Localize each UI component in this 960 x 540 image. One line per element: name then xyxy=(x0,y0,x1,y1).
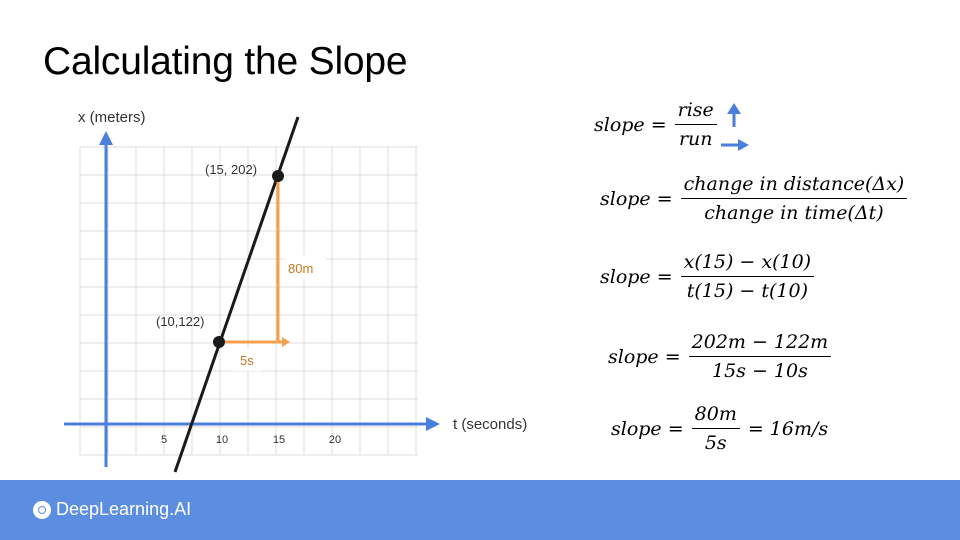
equation-distance-over-time: slope = change in distance(Δx) change in… xyxy=(600,173,908,224)
run-label-box xyxy=(232,349,262,371)
point-label: (15, 202) xyxy=(205,162,257,177)
equation-rise-over-run: slope = rise run xyxy=(594,99,717,150)
x-tick-label: 15 xyxy=(273,434,285,446)
distance-time-graph: x (meters) t (seconds) 5 10 15 20 (10,12… xyxy=(64,109,527,473)
brand: DeepLearning.AI xyxy=(33,499,191,520)
equation-numerator: rise xyxy=(674,99,717,125)
equation-lhs: slope = xyxy=(600,265,673,288)
x-tick-label: 5 xyxy=(161,434,167,446)
grid xyxy=(79,146,418,456)
slide-title: Calculating the Slope xyxy=(43,40,408,83)
x-tick-label: 20 xyxy=(329,434,341,446)
equation-lhs: slope = xyxy=(594,113,667,136)
equation-result: slope = 80m 5s = 16m/s xyxy=(611,403,828,454)
equation-numerator: change in distance(Δx) xyxy=(680,173,908,199)
equation-numerator: x(15) − x(10) xyxy=(680,251,815,277)
run-arrow xyxy=(282,337,290,347)
rise-label: 80m xyxy=(288,261,313,276)
x-axis-label: t (seconds) xyxy=(453,416,527,433)
equation-substituted: slope = 202m − 122m 15s − 10s xyxy=(608,331,832,382)
equation-denominator: run xyxy=(678,128,713,150)
equation-denominator: 15s − 10s xyxy=(711,360,808,382)
rise-label-box xyxy=(284,255,326,279)
axes xyxy=(64,131,440,467)
equation-denominator: t(15) − t(10) xyxy=(686,280,808,302)
point-marker xyxy=(272,170,284,182)
equation-rhs: = 16m/s xyxy=(747,417,829,440)
run-arrow-icon xyxy=(721,139,749,151)
rise-run-arrows xyxy=(721,103,749,151)
x-axis-arrow xyxy=(426,417,440,431)
equation-numerator: 80m xyxy=(691,403,740,429)
equation-denominator: change in time(Δt) xyxy=(704,202,884,224)
equation-function-values: slope = x(15) − x(10) t(15) − t(10) xyxy=(600,251,815,302)
equation-lhs: slope = xyxy=(611,417,684,440)
point-marker xyxy=(213,336,225,348)
rise-arrow-icon xyxy=(727,103,741,127)
brand-name: DeepLearning.AI xyxy=(56,499,192,519)
y-axis-label: x (meters) xyxy=(78,109,146,126)
equation-lhs: slope = xyxy=(608,345,681,368)
footer-bar: DeepLearning.AI xyxy=(0,480,960,540)
equation-fraction: x(15) − x(10) t(15) − t(10) xyxy=(680,251,815,302)
brand-logo-icon xyxy=(33,500,51,519)
equation-denominator: 5s xyxy=(704,432,727,454)
y-axis-arrow xyxy=(99,131,113,145)
equation-fraction: 80m 5s xyxy=(691,403,740,454)
run-label: 5s xyxy=(240,353,254,368)
equation-fraction: 202m − 122m 15s − 10s xyxy=(688,331,832,382)
equation-lhs: slope = xyxy=(600,187,673,210)
slope-triangle xyxy=(219,176,290,347)
equation-fraction: rise run xyxy=(674,99,717,150)
equation-fraction: change in distance(Δx) change in time(Δt… xyxy=(680,173,908,224)
x-tick-label: 10 xyxy=(216,434,228,446)
equation-numerator: 202m − 122m xyxy=(688,331,832,357)
point-label: (10,122) xyxy=(156,314,204,329)
